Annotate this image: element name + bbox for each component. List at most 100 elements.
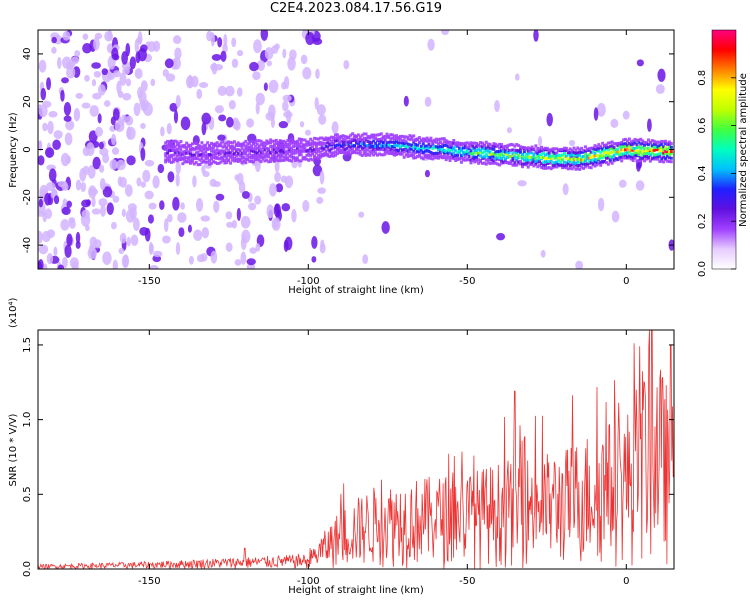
spectrogram-ridge-cell [484,140,488,144]
spectrogram-ridge-cell [309,150,313,154]
spectrogram-ridge-cell [520,152,524,156]
spectrogram-ridge-cell [522,150,526,154]
spectrogram-ridge-cell [660,159,664,163]
spectrogram-ridge-cell [171,148,175,152]
spectrogram-ridge-cell [406,149,410,153]
spectrogram-noise-cell [546,112,553,127]
spectrogram-ridge-cell [562,152,566,156]
spectrogram-ridge-cell [416,137,420,141]
spectrogram-ridge-cell [604,146,608,150]
spectrogram-ridge-cell [652,153,656,157]
spectrogram-ridge-cell [351,137,355,141]
spectrogram-ridge-cell [370,149,374,153]
spectrogram-ridge-cell [356,139,360,143]
spectrogram-ridge-cell [484,146,488,150]
spectrogram-ridge-cell [196,146,200,150]
spectrogram-ridge-cell [467,154,471,158]
spectrogram-ridge-cell [459,156,463,160]
spectrogram-noise-cell [91,208,101,215]
spectrogram-ridge-cell [190,160,194,164]
spectrogram-ridge-cell [524,147,528,151]
spectrogram-ridge-cell [601,154,605,158]
spectrogram-ridge-cell [433,144,437,148]
spectrogram-ridge-cell [549,157,553,161]
spectrogram-noise-cell [45,182,56,192]
spectrogram-ridge-cell [223,154,227,158]
spectrogram-ridge-cell [311,158,315,162]
spectrogram-ridge-cell [246,154,250,158]
spectrogram-noise-cell [84,224,90,232]
spectrogram-noise-cell [232,117,240,130]
spectrogram-noise-cell [98,141,104,150]
spectrogram-ridge-cell [396,137,400,141]
spectrogram-ridge-cell [299,140,303,144]
spectrogram-ridge-cell [358,140,362,144]
spectrogram-ridge-cell [248,159,252,163]
spectrogram-ridge-cell [580,150,584,154]
spectrogram-ridge-cell [427,154,431,158]
spectrogram-ridge-cell [463,141,467,145]
spectrogram-ridge-cell [225,147,229,151]
spectrogram-ridge-cell [211,153,215,157]
spectrogram-ridge-cell [620,147,624,151]
spectrogram-ridge-cell [274,150,278,154]
spectrogram-ridge-cell [608,151,612,155]
spectrogram-noise-cell [226,221,234,228]
spectrogram-ridge-cell [387,143,391,147]
spectrogram-ridge-cell [381,144,385,148]
spectrogram-ridge-cell [410,135,414,139]
spectrogram-ridge-cell [484,153,488,157]
spectrogram-ridge-cell [189,155,193,159]
spectrogram-noise-cell [65,119,75,131]
spectrogram-ridge-cell [293,151,297,155]
spectrogram-noise-cell [103,100,111,107]
spectrogram-ridge-cell [667,156,671,160]
spectrogram-ridge-cell [168,146,172,150]
spectrogram-ridge-cell [309,142,313,146]
spectrogram-ytick-label: -20 [22,189,33,205]
spectrogram-ridge-cell [175,154,179,158]
spectrogram-noise-cell [63,115,72,122]
spectrogram-ridge-cell [198,158,202,162]
spectrogram-ridge-cell [660,146,664,150]
spectrogram-ridge-cell [519,150,523,154]
spectrogram-ridge-cell [547,154,551,158]
spectrogram-noise-cell [248,202,257,211]
spectrogram-ridge-cell [562,160,566,164]
spectrogram-ridge-cell [307,153,311,157]
spectrogram-ridge-cell [456,143,460,147]
spectrogram-ridge-cell [477,147,481,151]
spectrogram-ridge-cell [431,139,435,143]
spectrogram-ridge-cell [234,149,238,153]
spectrogram-noise-cell [231,58,239,68]
spectrogram-ridge-cell [477,153,481,157]
spectrogram-noise-cell [46,252,54,265]
spectrogram-ridge-cell [597,154,601,158]
spectrogram-noise-cell [169,102,178,112]
spectrogram-ridge-cell [498,146,502,150]
spectrogram-noise-cell [265,111,275,121]
spectrogram-ridge-cell [227,140,231,144]
spectrogram-ridge-cell [570,167,574,171]
spectrogram-ridge-cell [169,153,173,157]
spectrogram-noise-cell [517,180,527,187]
spectrogram-ridge-cell [240,146,244,150]
spectrogram-ridge-cell [393,151,397,155]
spectrogram-ridge-cell [395,134,399,138]
spectrogram-ridge-cell [656,144,660,148]
spectrogram-ridge-cell [498,142,502,146]
spectrogram-ridge-cell [664,151,668,155]
spectrogram-ridge-cell [379,146,383,150]
spectrogram-noise-cell [240,215,251,229]
spectrogram-noise-cell [282,100,289,112]
spectrogram-noise-cell [75,240,81,249]
spectrogram-ridge-cell [242,159,246,163]
spectrogram-ridge-cell [618,144,622,148]
spectrogram-ridge-cell [603,159,607,163]
spectrogram-ridge-cell [576,153,580,157]
spectrogram-ridge-cell [574,167,578,171]
spectrogram-ridge-cell [320,136,324,140]
spectrogram-ridge-cell [458,143,462,147]
spectrogram-ridge-cell [509,162,513,166]
spectrogram-ridge-cell [221,149,225,153]
